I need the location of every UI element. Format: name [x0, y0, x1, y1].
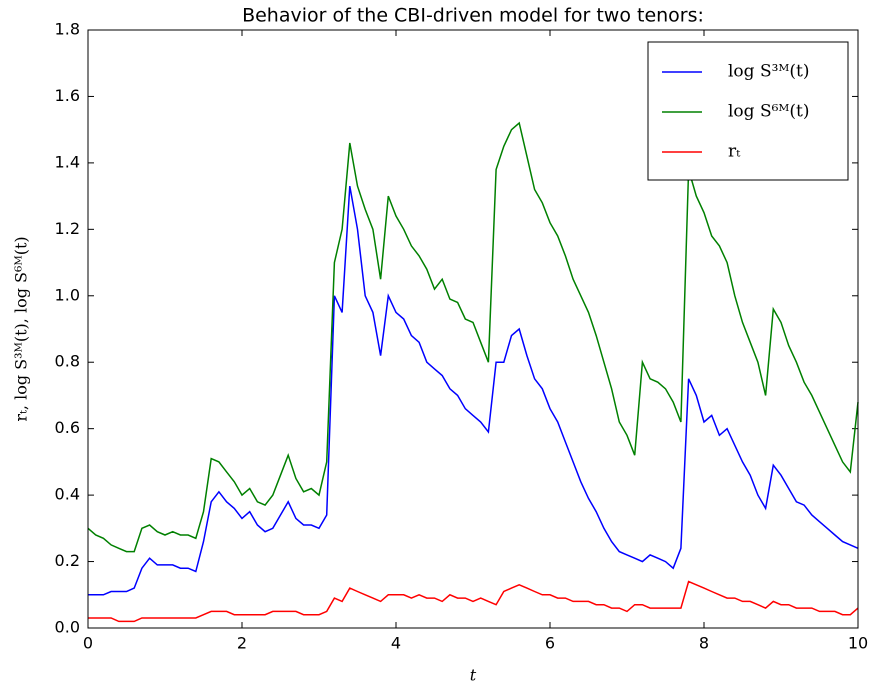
legend-label: log S³ᴹ(t) — [728, 62, 809, 82]
y-axis-label: rₜ, log S³ᴹ(t), log S⁶ᴹ(t) — [12, 236, 31, 421]
x-tick-label: 2 — [237, 634, 247, 653]
legend-box — [647, 41, 849, 181]
y-tick-label: 0.6 — [55, 418, 80, 437]
chart-title: Behavior of the CBI-driven model for two… — [242, 5, 704, 27]
y-tick-label: 0.2 — [55, 551, 80, 570]
x-tick-label: 10 — [848, 634, 868, 653]
legend-label: log S⁶ᴹ(t) — [728, 102, 809, 122]
x-tick-label: 8 — [699, 634, 709, 653]
y-tick-label: 1.2 — [55, 219, 80, 238]
x-axis-label: t — [470, 666, 477, 685]
y-tick-label: 1.0 — [55, 285, 80, 304]
y-tick-label: 1.4 — [55, 152, 80, 171]
y-tick-label: 1.8 — [55, 20, 80, 39]
y-tick-label: 0.4 — [55, 485, 80, 504]
series-line — [87, 121, 859, 553]
plot-frame — [87, 29, 859, 629]
x-tick-label: 4 — [391, 634, 401, 653]
x-tick-label: 0 — [83, 634, 93, 653]
y-tick-label: 0.0 — [55, 618, 80, 637]
y-tick-label: 1.6 — [55, 86, 80, 105]
y-tick-label: 0.8 — [55, 352, 80, 371]
series-line — [88, 185, 859, 596]
legend-label: rₜ — [728, 142, 741, 162]
series-line — [88, 580, 859, 623]
x-tick-label: 6 — [545, 634, 555, 653]
